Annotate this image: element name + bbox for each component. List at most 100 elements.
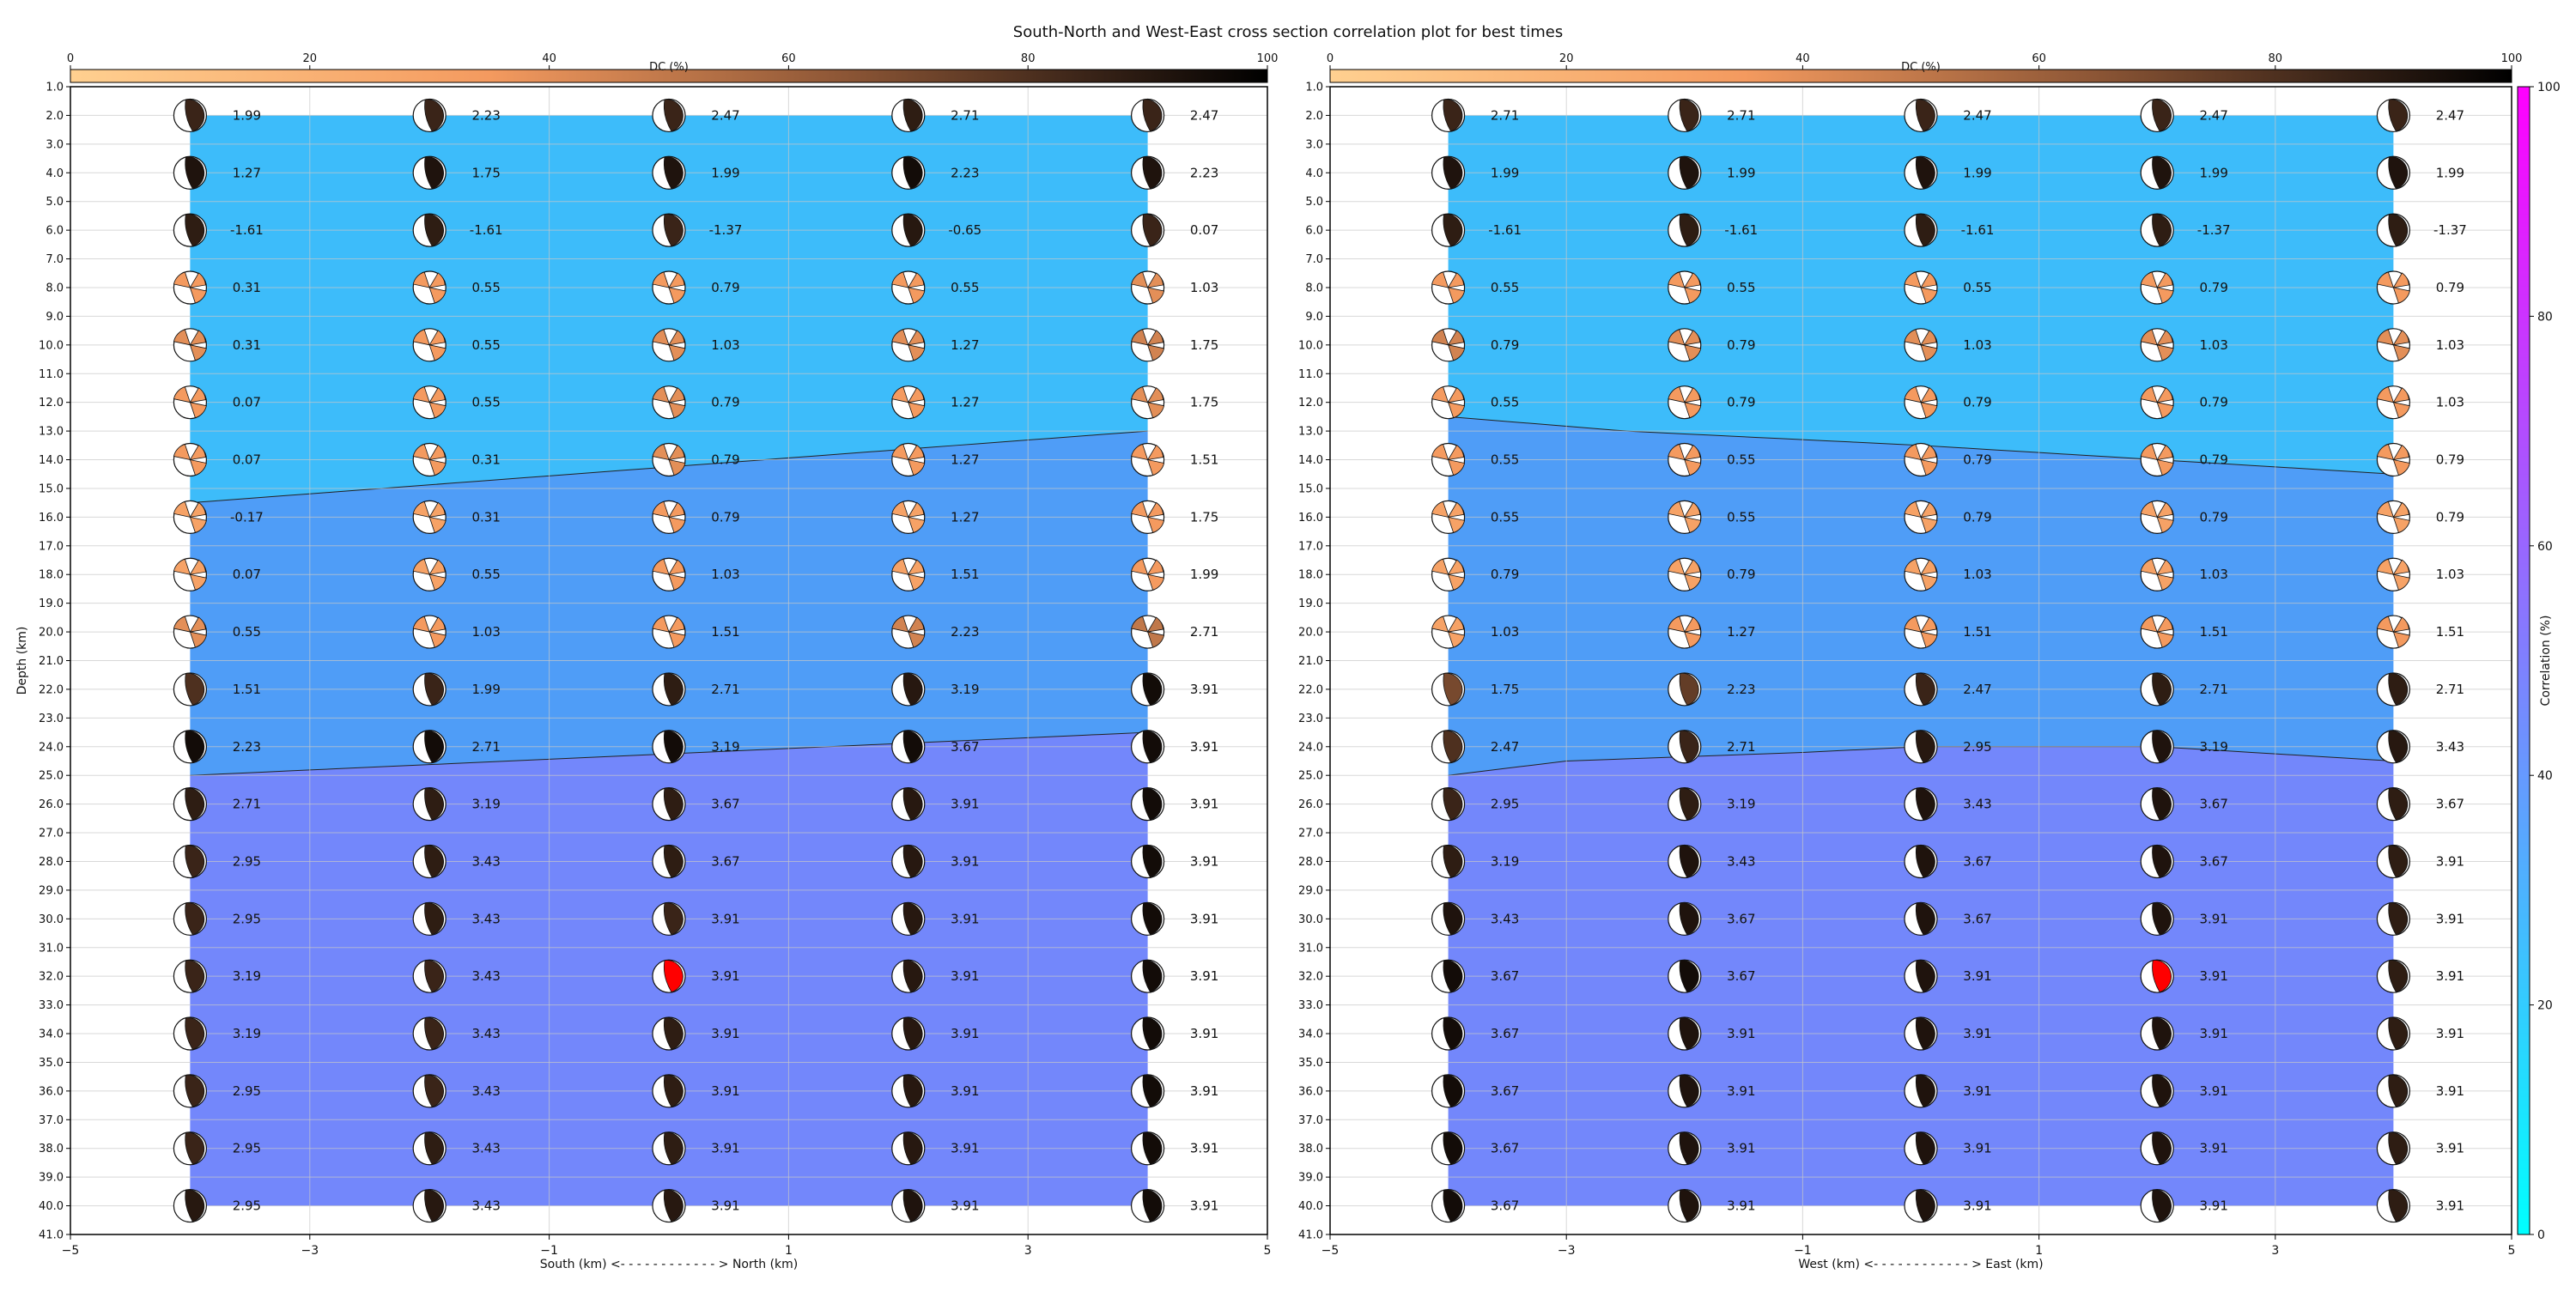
beachball <box>892 99 925 131</box>
time-shift-label: 2.47 <box>1190 107 1218 123</box>
time-shift-label: 0.55 <box>1491 452 1519 468</box>
time-shift-label: 0.07 <box>233 567 261 582</box>
time-shift-label: 3.67 <box>1491 968 1519 984</box>
beachball <box>1905 731 1937 763</box>
beachball <box>1668 1017 1701 1050</box>
y-tick-label: 26.0 <box>39 798 64 811</box>
beachball <box>1668 386 1701 419</box>
time-shift-label: 1.99 <box>1963 165 1991 180</box>
y-tick-label: 17.0 <box>39 540 64 553</box>
y-tick-label: 30.0 <box>39 913 64 926</box>
beachball <box>413 960 446 992</box>
y-tick-label: 17.0 <box>1298 540 1323 553</box>
beachball <box>173 1017 206 1050</box>
time-shift-label: 3.67 <box>1491 1083 1519 1099</box>
y-tick-label: 11.0 <box>1298 368 1323 381</box>
dc-colorbar-tick-label: 80 <box>2269 52 2283 65</box>
beachball <box>173 788 206 821</box>
x-axis: −5 −3 −1 1 3 5West (km) <- - - - - - - - - - … <box>1321 1234 2516 1271</box>
time-shift-label: 3.43 <box>471 1026 500 1041</box>
time-shift-label: -0.65 <box>948 222 981 238</box>
time-shift-label: 2.71 <box>1190 624 1218 640</box>
beachball <box>413 444 446 476</box>
y-tick-label: 28.0 <box>39 856 64 869</box>
beachball <box>413 1017 446 1050</box>
time-shift-label: 3.43 <box>2436 739 2464 755</box>
time-shift-label: 0.79 <box>1963 395 1991 410</box>
beachball <box>1432 616 1465 648</box>
y-tick-label: 24.0 <box>1298 741 1323 754</box>
beachball <box>2141 1075 2173 1107</box>
beachball <box>892 616 925 648</box>
beachball <box>1905 156 1937 189</box>
beachball <box>892 1075 925 1107</box>
figure-title: South-North and West-East cross section … <box>1013 23 1563 41</box>
beachball <box>1432 271 1465 304</box>
beachball <box>413 386 446 419</box>
time-shift-label: 1.03 <box>2436 337 2464 353</box>
time-shift-label: 3.43 <box>471 911 500 926</box>
beachball <box>413 99 446 131</box>
beachball <box>1668 960 1701 992</box>
time-shift-label: 3.43 <box>471 968 500 984</box>
dc-colorbar-tick-label: 0 <box>67 52 74 65</box>
beachball <box>1905 1132 1937 1165</box>
time-shift-label: 1.03 <box>711 567 739 582</box>
y-tick-label: 16.0 <box>1298 512 1323 525</box>
beachball <box>2377 271 2409 304</box>
beachball <box>173 271 206 304</box>
beachball <box>1432 156 1465 189</box>
time-shift-label: 2.95 <box>233 911 261 926</box>
dc-colorbar-label: DC (%) <box>1901 61 1941 74</box>
x-tick-label: −1 <box>540 1244 558 1258</box>
y-tick-label: 29.0 <box>39 884 64 897</box>
correlation-colorbar: 020406080100Correlation (%) <box>2518 81 2561 1242</box>
time-shift-label: 1.99 <box>233 107 261 123</box>
beachball <box>2377 788 2409 821</box>
beachball <box>413 845 446 877</box>
y-tick-label: 6.0 <box>1305 225 1323 238</box>
time-shift-label: 1.75 <box>1491 682 1519 697</box>
beachball <box>2141 1017 2173 1050</box>
dc-colorbar-tick-label: 80 <box>1021 52 1036 65</box>
time-shift-label: 2.71 <box>1491 107 1519 123</box>
beachball <box>413 902 446 935</box>
y-tick-label: 8.0 <box>1305 282 1323 294</box>
time-shift-label: 3.91 <box>951 1141 979 1156</box>
beachball <box>1132 960 1164 992</box>
y-tick-label: 2.0 <box>46 110 64 123</box>
y-tick-label: 15.0 <box>1298 482 1323 495</box>
time-shift-label: 3.19 <box>1727 797 1755 812</box>
beachball <box>892 156 925 189</box>
beachball <box>1905 214 1937 246</box>
time-shift-label: 0.31 <box>233 280 261 295</box>
beachball <box>173 99 206 131</box>
time-shift-label: 3.67 <box>1963 853 1991 869</box>
beachball <box>173 731 206 763</box>
time-shift-label: 2.47 <box>2199 107 2227 123</box>
time-shift-label: 2.95 <box>233 853 261 869</box>
beachball <box>892 1190 925 1222</box>
time-shift-label: 0.79 <box>2199 452 2227 468</box>
time-shift-label: 3.67 <box>951 739 979 755</box>
y-tick-label: 38.0 <box>39 1143 64 1156</box>
beachball <box>1432 214 1465 246</box>
y-tick-label: 27.0 <box>1298 828 1323 840</box>
beachball <box>413 156 446 189</box>
y-tick-label: 32.0 <box>39 971 64 984</box>
y-tick-label: 25.0 <box>1298 770 1323 783</box>
x-tick-label: 5 <box>2508 1244 2516 1258</box>
dc-colorbar-tick-label: 40 <box>542 52 556 65</box>
beachball <box>413 214 446 246</box>
time-shift-label: 3.91 <box>1190 968 1218 984</box>
beachball <box>413 558 446 591</box>
time-shift-label: 2.71 <box>1727 739 1755 755</box>
time-shift-label: 2.47 <box>2436 107 2464 123</box>
beachball <box>173 960 206 992</box>
time-shift-label: 3.91 <box>1963 968 1991 984</box>
time-shift-label: 1.75 <box>471 165 500 180</box>
time-shift-label: 0.55 <box>471 337 500 353</box>
y-tick-label: 3.0 <box>46 138 64 151</box>
